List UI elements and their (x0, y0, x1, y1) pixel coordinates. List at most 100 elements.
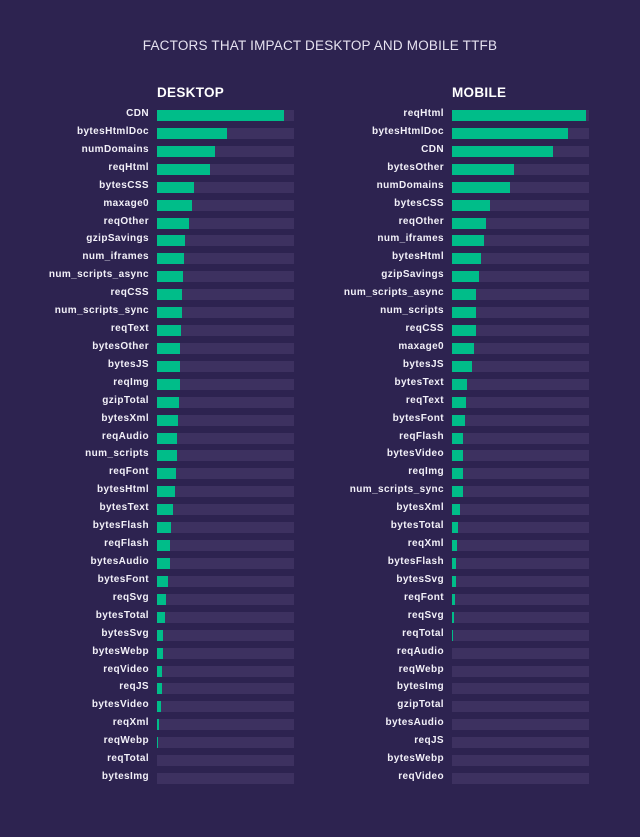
bar-track (157, 737, 294, 749)
bar-fill (157, 253, 184, 265)
bar-label: bytesCSS (99, 179, 149, 191)
bar-label: CDN (421, 143, 444, 155)
bar-fill (157, 701, 161, 713)
bar-label: bytesTotal (390, 520, 444, 532)
bar-label: reqFont (108, 466, 149, 478)
bar-label: reqOther (398, 215, 444, 227)
bar-track (157, 325, 294, 337)
bar-fill (157, 396, 179, 408)
bar-label: reqHtml (403, 108, 444, 119)
bar-label: reqImg (408, 466, 444, 478)
bar-track (157, 593, 294, 605)
bar-fill (157, 378, 180, 390)
bar-label: reqVideo (398, 771, 444, 783)
bar-fill (157, 181, 194, 193)
bar-label: reqFlash (399, 430, 444, 442)
bar-fill (157, 683, 162, 695)
bar-fill (452, 163, 515, 175)
bar-fill (157, 289, 183, 301)
bar-track (157, 611, 294, 623)
bar-track (157, 755, 294, 767)
bar-track (157, 522, 294, 534)
bar-track (452, 450, 589, 462)
bar-label: reqWebp (398, 663, 444, 675)
bar-track (452, 145, 589, 157)
bar-label: gzipTotal (102, 394, 149, 406)
bar-track (452, 665, 589, 677)
bar-fill (452, 181, 510, 193)
bar-label: num_scripts (380, 305, 444, 317)
bar-fill (452, 558, 456, 569)
bar-track (452, 755, 589, 767)
bar-label: reqFont (403, 591, 444, 603)
bar-track (452, 342, 589, 354)
bar-fill (452, 217, 487, 229)
bar-track (452, 486, 589, 498)
bar-track (157, 683, 294, 695)
bar-track (452, 325, 589, 337)
bar-fill (452, 611, 455, 623)
bar-fill (452, 593, 455, 605)
bar-label: reqAudio (101, 430, 149, 442)
bar-label: num_scripts_async (48, 269, 149, 281)
bar-label: num_scripts_async (343, 287, 444, 299)
bar-fill (452, 325, 476, 337)
bar-fill (452, 307, 476, 319)
bar-label: reqSvg (407, 609, 444, 621)
bar-fill (452, 110, 587, 121)
bar-track (157, 181, 294, 193)
bar-track (452, 593, 589, 605)
bar-label: bytesHtml (392, 251, 444, 263)
bar-track (452, 611, 589, 623)
bar-label: bytesVideo (91, 699, 149, 711)
chart-title: FACTORS THAT IMPACT DESKTOP AND MOBILE T… (142, 38, 498, 53)
bar-track (157, 199, 294, 211)
bar-track (452, 683, 589, 695)
mobile-heading: MOBILE (452, 85, 507, 100)
bar-track (157, 235, 294, 247)
bar-track (452, 575, 589, 587)
bar-label: reqOther (103, 215, 149, 227)
bar-fill (157, 127, 227, 139)
bar-fill (157, 163, 211, 175)
bar-fill (452, 450, 463, 462)
bar-track (157, 127, 294, 139)
bar-fill (452, 486, 463, 498)
bar-fill (452, 253, 481, 265)
bar-fill (157, 360, 181, 372)
bar-track (452, 414, 589, 426)
bar-track (157, 629, 294, 641)
bar-track (452, 199, 589, 211)
bar-fill (452, 468, 463, 480)
bar-fill (452, 575, 456, 587)
bar-track (157, 504, 294, 516)
bar-track (157, 396, 294, 408)
bar-label: bytesWebp (387, 753, 444, 765)
bar-track (452, 235, 589, 247)
bar-fill (157, 737, 158, 749)
bar-fill (157, 110, 285, 121)
bar-label: gzipTotal (397, 699, 444, 711)
bar-track (452, 181, 589, 193)
bar-label: reqText (110, 323, 149, 335)
bar-label: bytesVideo (386, 448, 444, 460)
bar-fill (452, 378, 468, 390)
bar-label: bytesOther (92, 340, 149, 352)
bar-track (157, 540, 294, 552)
bar-fill (157, 611, 165, 623)
bar-label: bytesXml (396, 502, 444, 514)
bar-fill (157, 486, 175, 498)
bar-label: num_scripts (85, 448, 149, 460)
bar-fill (452, 414, 465, 426)
bar-track (157, 486, 294, 498)
bar-track (157, 773, 294, 785)
bar-fill (452, 629, 453, 641)
bar-track (157, 468, 294, 480)
bar-label: bytesAudio (90, 556, 149, 567)
bar-label: bytesHtmlDoc (371, 125, 444, 137)
bar-track (452, 307, 589, 319)
bar-fill (452, 289, 477, 301)
bar-fill (157, 540, 171, 552)
bar-label: bytesImg (396, 681, 444, 693)
bar-track (157, 253, 294, 265)
